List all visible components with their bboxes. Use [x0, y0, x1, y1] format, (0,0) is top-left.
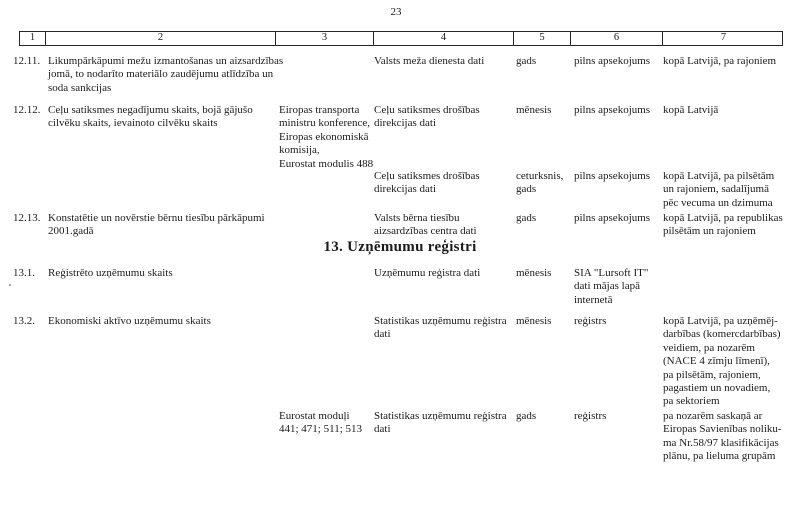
column-header-cell-1: 1 [20, 32, 46, 45]
indicator-cell: Likumpārkāpumi mežu izmantošanas un aizs… [48, 55, 284, 94]
coverage-cell: pilns apsekojums [574, 170, 651, 182]
indicator-cell: Konstatētie un novērstie bērnu tiesību p… [48, 212, 265, 238]
row-id: 13.1. [13, 267, 35, 279]
row-id: 12.12. [13, 104, 41, 116]
international-module-cell: Eiropas transporta ministru konference, … [279, 104, 374, 170]
coverage-cell: reģistrs [574, 410, 607, 422]
coverage-cell: reģistrs [574, 315, 607, 327]
coverage-cell: pilns apsekojums [574, 55, 651, 67]
periodicity-cell: mēnesis [516, 104, 552, 116]
data-source-cell: Valsts bērna tiesību aizsardzības centra… [374, 212, 477, 238]
coverage-cell: pilns apsekojums [574, 212, 651, 224]
column-header-row: 1 2 3 4 5 6 7 [19, 31, 783, 46]
column-header-cell-5: 5 [514, 32, 571, 45]
column-header-cell-6: 6 [571, 32, 663, 45]
data-source-cell: Uzņēmumu reģistra dati [374, 267, 481, 279]
breakdown-cell: kopā Latvijā, pa republikas pilsētām un … [663, 212, 783, 238]
indicator-cell: Ceļu satiksmes negadījumu skaits, bojā g… [48, 104, 253, 130]
column-header-cell-7: 7 [720, 32, 727, 43]
page-number: 23 [390, 6, 402, 18]
data-source-cell: Statistikas uzņēmumu reģistra dati [374, 410, 507, 436]
breakdown-cell: kopā Latvijā [663, 104, 719, 116]
column-header-cell-2: 2 [46, 32, 276, 45]
breakdown-cell: kopā Latvijā, pa pilsētām un rajoniem, s… [663, 170, 775, 209]
breakdown-cell: kopā Latvijā, pa uzņēmēj- darbības (kome… [663, 315, 781, 408]
periodicity-cell: gads [516, 212, 537, 224]
coverage-cell: pilns apsekojums [574, 104, 651, 116]
periodicity-cell: mēnesis [516, 315, 552, 327]
data-source-cell: Statistikas uzņēmumu reģistra dati [374, 315, 507, 341]
indicator-cell: Ekonomiski aktīvo uzņēmumu skaits [48, 315, 211, 327]
data-source-cell: Ceļu satiksmes drošības direkcijas dati [374, 170, 480, 196]
row-id: 12.13. [13, 212, 41, 224]
periodicity-cell: mēnesis [516, 267, 552, 279]
breakdown-cell: kopā Latvijā, pa rajoniem [663, 55, 777, 67]
section-title: 13. Uzņēmumu reģistri [323, 239, 477, 255]
column-header-cell-3: 3 [276, 32, 374, 45]
indicator-cell: Reģistrēto uzņēmumu skaits [48, 267, 173, 279]
data-source-cell: Valsts meža dienesta dati [374, 55, 485, 67]
periodicity-cell: gads [516, 410, 537, 422]
scan-artifact-dot [9, 284, 11, 286]
periodicity-cell: gads [516, 55, 537, 67]
periodicity-cell: ceturksnis, gads [516, 170, 564, 196]
coverage-cell: SIA "Lursoft IT" dati mājas lapā interne… [574, 267, 649, 306]
column-header-cell-4: 4 [374, 32, 514, 45]
breakdown-cell: pa nozarēm saskaņā ar Eiropas Savienības… [663, 410, 782, 463]
row-id: 13.2. [13, 315, 35, 327]
international-module-cell: Eurostat moduļi 441; 471; 511; 513 [279, 410, 363, 436]
row-id: 12.11. [13, 55, 41, 67]
data-source-cell: Ceļu satiksmes drošības direkcijas dati [374, 104, 480, 130]
